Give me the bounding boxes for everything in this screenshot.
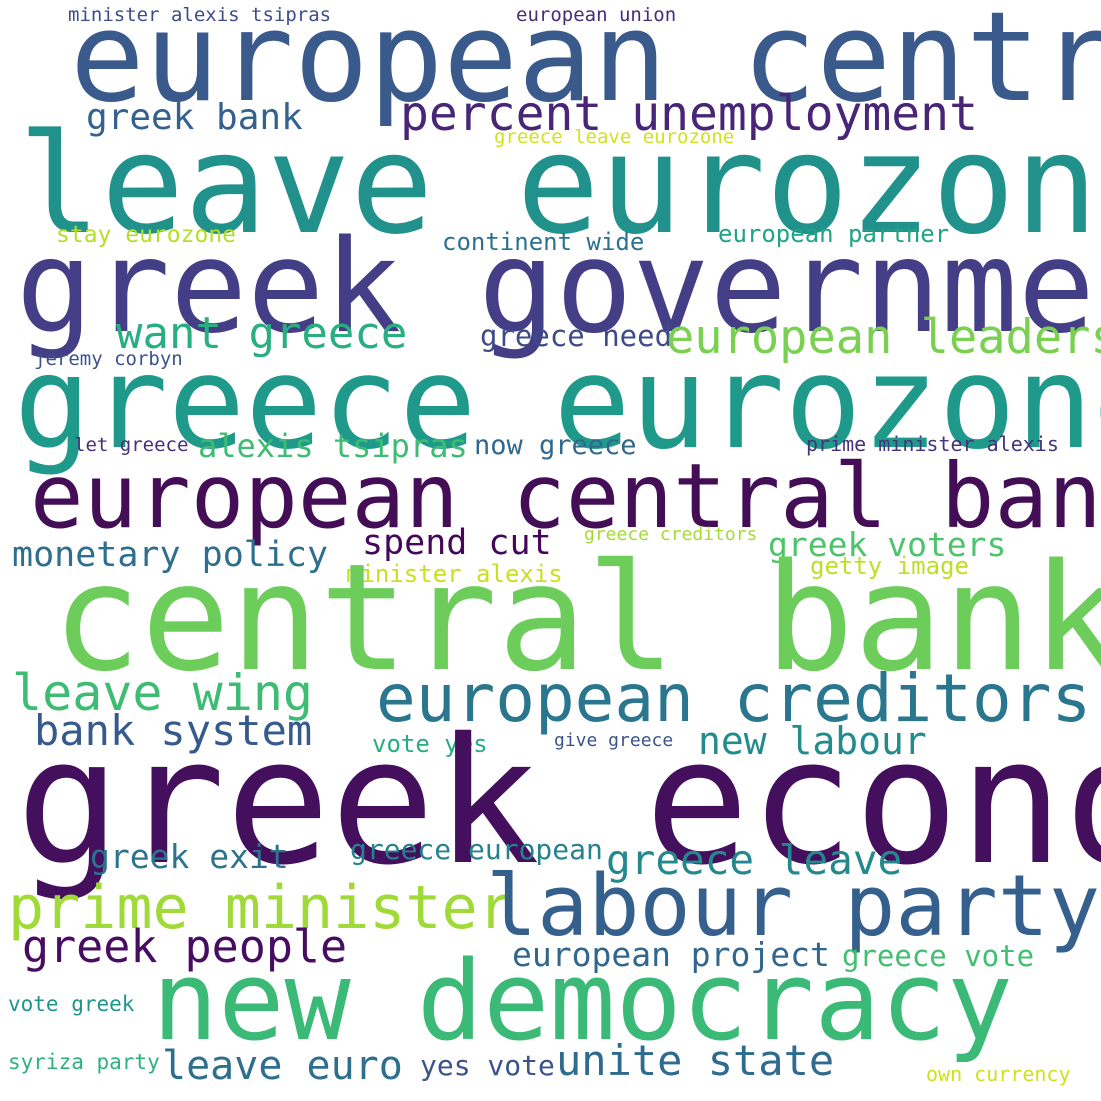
word-let-greece: let greece (74, 434, 189, 456)
word-syriza-party: syriza party (8, 1050, 160, 1074)
word-jeremy-corbyn: jeremy corbyn (34, 348, 183, 370)
word-greece-need: greece need (480, 319, 673, 353)
word-greek-government: greek government (16, 213, 1101, 362)
word-prime-minister-alexis: prime minister alexis (806, 432, 1059, 456)
word-european-central: european central (70, 0, 1101, 130)
word-leave-eurozone: leave eurozone (18, 104, 1101, 265)
word-greece-vote: greece vote (842, 939, 1035, 973)
word-central-bank: central bank (52, 532, 1101, 704)
word-yes-vote: yes vote (420, 1049, 555, 1082)
word-getty-image: getty image (810, 552, 969, 580)
word-give-greece: give greece (554, 730, 674, 751)
word-greek-voters: greek voters (768, 525, 1007, 564)
word-leave-euro: leave euro (162, 1043, 403, 1089)
word-new-labour: new labour (698, 719, 927, 763)
word-leave-wing: leave wing (12, 664, 314, 722)
word-alexis-tsipras: alexis tsipras (198, 427, 468, 465)
word-greece-leave-eurozone: greece leave eurozone (494, 126, 735, 148)
word-minister-alexis-tsipras: minister alexis tsipras (68, 4, 332, 26)
word-european-project: european project (512, 935, 830, 974)
word-european-central-bank: european central bank (30, 444, 1101, 548)
word-vote-greek: vote greek (8, 992, 135, 1016)
word-greece-leave: greece leave (606, 836, 903, 884)
word-greek-exit: greek exit (90, 837, 289, 876)
word-european-leaders: european leaders (666, 310, 1101, 365)
word-greek-people: greek people (22, 920, 348, 973)
word-european-union: european union (516, 4, 677, 26)
word-greek-bank: greek bank (86, 97, 303, 138)
word-own-currency: own currency (926, 1062, 1071, 1086)
word-want-greece: want greece (116, 308, 408, 359)
word-continent-wide: continent wide (442, 228, 645, 256)
word-greece-eurozone: greece eurozone (14, 329, 1101, 478)
word-unite-state: unite state (556, 1036, 835, 1085)
word-european-creditors: european creditors (376, 660, 1092, 737)
word-greece-creditors: greece creditors (584, 524, 758, 545)
word-greek-economy: greek economy (16, 701, 1101, 904)
word-minister-alexis: minister alexis (346, 560, 563, 588)
word-prime-minister: prime minister (8, 873, 514, 943)
word-labour-party: labour party (486, 857, 1101, 956)
word-vote-yes: vote yes (372, 730, 488, 758)
word-percent-unemployment: percent unemployment (400, 86, 978, 142)
word-now-greece: now greece (474, 430, 637, 461)
word-monetary-policy: monetary policy (12, 535, 329, 575)
word-bank-system: bank system (34, 706, 313, 755)
word-european-partner: european partner (718, 220, 950, 248)
word-new-democracy: new democracy (152, 937, 1013, 1065)
word-greece-european: greece european (350, 833, 603, 866)
word-stay-eurozone: stay eurozone (56, 222, 237, 248)
word-spend-cut: spend cut (362, 523, 552, 563)
